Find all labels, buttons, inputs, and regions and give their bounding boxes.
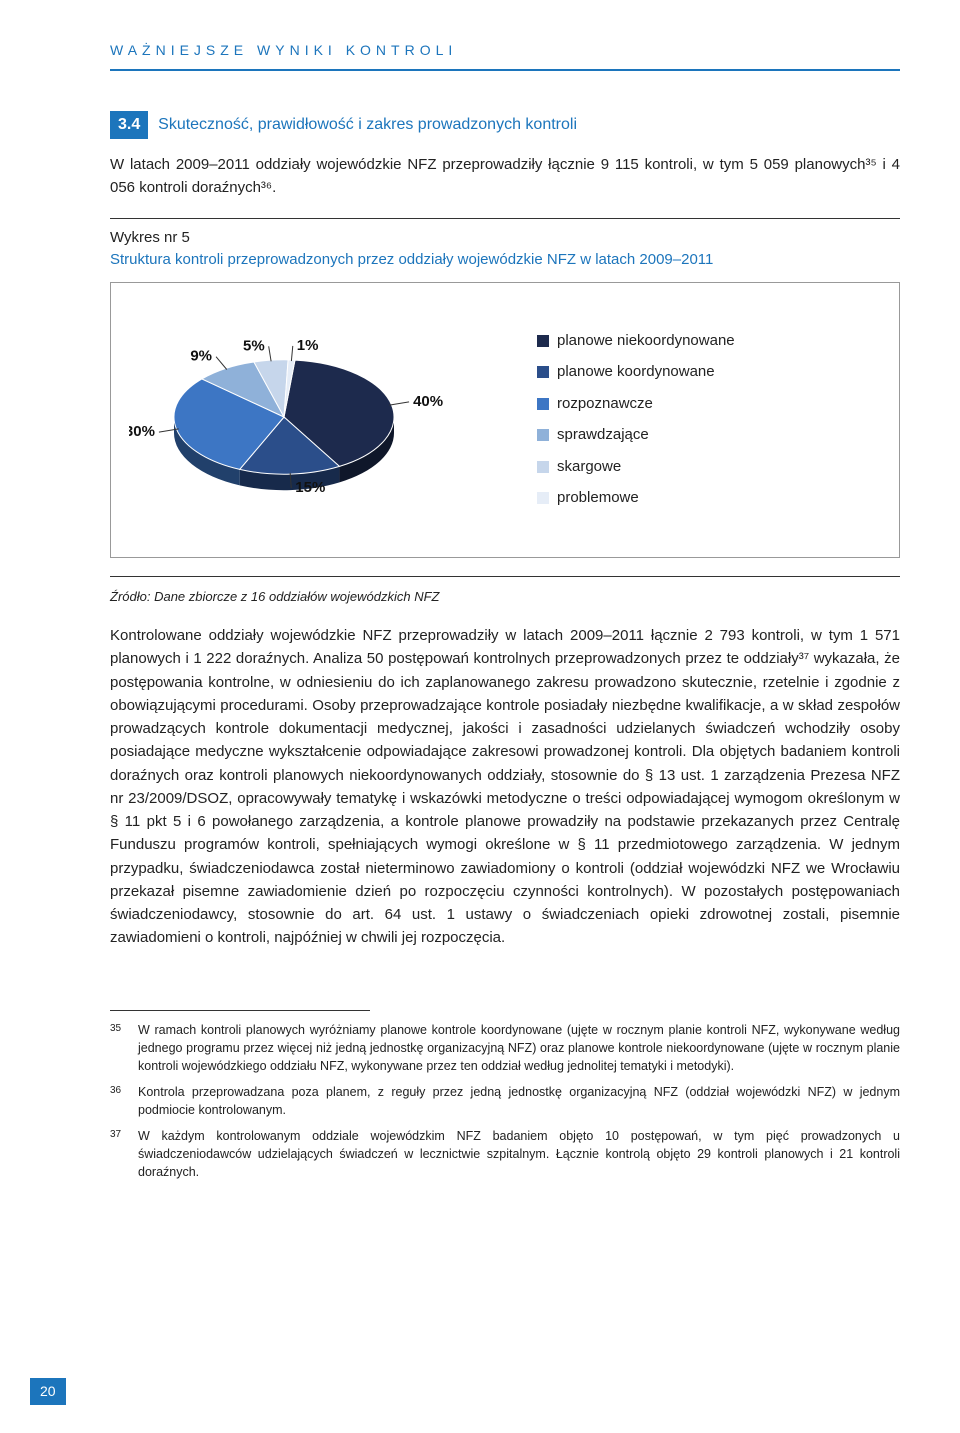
footnote-rule [110, 1010, 370, 1011]
footnote-text: W każdym kontrolowanym oddziale wojewódz… [138, 1127, 900, 1181]
footnote-number: 36 [110, 1084, 128, 1120]
footnote-text: Kontrola przeprowadzana poza planem, z r… [138, 1083, 900, 1119]
legend-label: problemowe [557, 487, 639, 510]
pie-slice-label: 40% [413, 392, 443, 409]
pie-slice-label: 9% [190, 347, 212, 364]
footnote: 35W ramach kontroli planowych wyróżniamy… [110, 1021, 900, 1075]
body-paragraph: Kontrolowane oddziały wojewódzkie NFZ pr… [110, 624, 900, 950]
figure-label: Wykres nr 5 [110, 227, 900, 250]
legend-item: problemowe [537, 487, 881, 510]
footnotes: 35W ramach kontroli planowych wyróżniamy… [110, 1021, 900, 1182]
pie-slice-label: 1% [297, 336, 319, 353]
pie-slice-label: 15% [295, 479, 325, 496]
legend-swatch [537, 429, 549, 441]
running-head: WAŻNIEJSZE WYNIKI KONTROLI [110, 40, 900, 71]
legend-swatch [537, 366, 549, 378]
legend-swatch [537, 335, 549, 347]
footnote-text: W ramach kontroli planowych wyróżniamy p… [138, 1021, 900, 1075]
footnote: 36 Kontrola przeprowadzana poza planem, z… [110, 1083, 900, 1119]
legend-item: skargowe [537, 456, 881, 479]
legend-swatch [537, 492, 549, 504]
section-title: Skuteczność, prawidłowość i zakres prowa… [158, 116, 577, 133]
legend-label: skargowe [557, 456, 621, 479]
pie-chart: 40% 15% 30% 9% 5% 1% [129, 297, 509, 543]
chart-source: Źródło: Dane zbiorcze z 16 oddziałów woj… [110, 587, 900, 607]
legend-label: rozpoznawcze [557, 393, 653, 416]
page-number: 20 [30, 1378, 66, 1405]
footnote: 37W każdym kontrolowanym oddziale wojewó… [110, 1127, 900, 1181]
intro-paragraph: W latach 2009–2011 oddziały wojewódzkie … [110, 153, 900, 200]
figure-top-rule [110, 218, 900, 219]
section-heading: 3.4 Skuteczność, prawidłowość i zakres p… [110, 111, 900, 139]
figure-bottom-rule [110, 576, 900, 577]
legend-swatch [537, 461, 549, 473]
legend-label: planowe niekoordynowane [557, 330, 735, 353]
pie-slice-label: 5% [243, 337, 265, 354]
figure-title: Struktura kontroli przeprowadzonych prze… [110, 249, 900, 272]
legend-item: sprawdzające [537, 424, 881, 447]
footnote-number: 37 [110, 1128, 128, 1182]
legend-item: planowe koordynowane [537, 361, 881, 384]
legend-item: planowe niekoordynowane [537, 330, 881, 353]
footnote-number: 35 [110, 1022, 128, 1076]
section-number: 3.4 [110, 111, 148, 139]
legend-label: planowe koordynowane [557, 361, 715, 384]
legend-label: sprawdzające [557, 424, 649, 447]
pie-chart-container: 40%15%30%9%5%1% planowe niekoordynowanep… [110, 282, 900, 558]
pie-slice-label: 30% [129, 423, 155, 440]
chart-legend: planowe niekoordynowane planowe koordynow… [537, 321, 881, 519]
legend-swatch [537, 398, 549, 410]
legend-item: rozpoznawcze [537, 393, 881, 416]
